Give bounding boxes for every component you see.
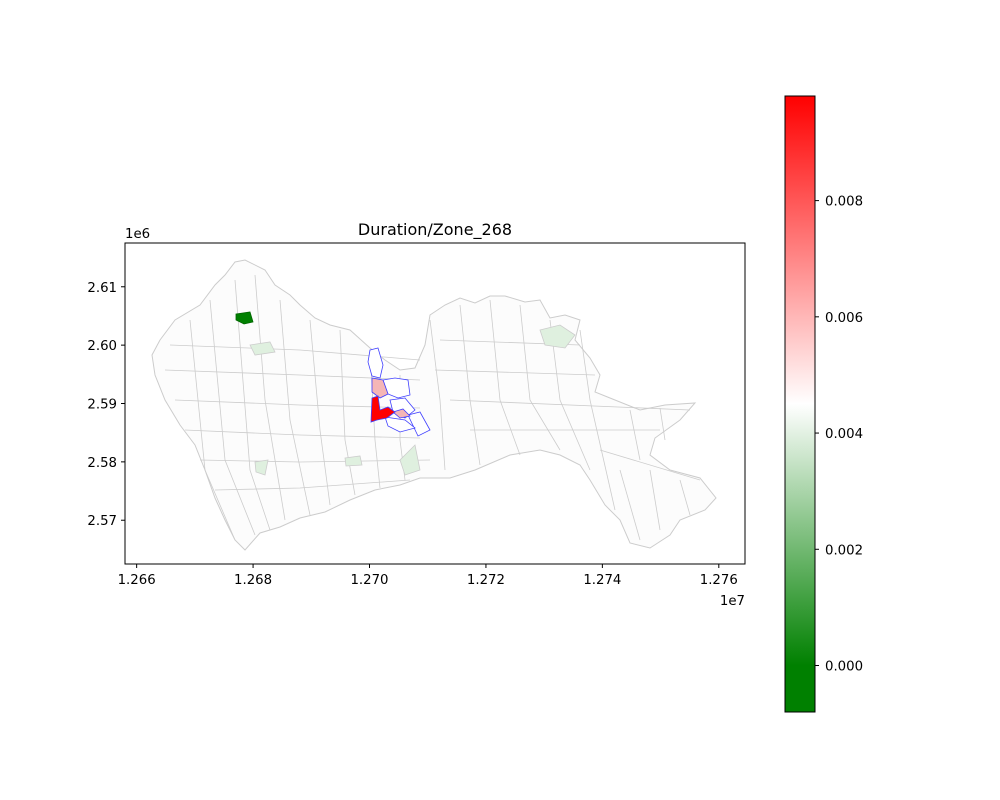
- zone-moderate-positive: [371, 377, 389, 399]
- zone-strongest-positive: [370, 395, 396, 423]
- colorbar: [784, 95, 816, 713]
- x-tick-label: 1.266: [118, 573, 156, 588]
- x-tick-label: 1.270: [350, 573, 388, 588]
- y-offset-label: 1e6: [125, 227, 150, 242]
- y-tick-label: 2.60: [87, 339, 117, 354]
- map-area: [151, 259, 717, 551]
- negative-zones: [249, 324, 576, 476]
- x-tick-label: 1.276: [700, 573, 738, 588]
- colorbar-tick-label: 0.004: [825, 427, 863, 442]
- y-tick-label: 2.61: [87, 281, 117, 296]
- x-axis-ticks: 1.266 1.268 1.270 1.272 1.274 1.276: [118, 564, 738, 588]
- colorbar-tick-label: 0.000: [825, 660, 863, 675]
- colorbar-tick-label: 0.002: [825, 543, 863, 558]
- y-axis-ticks: 2.61 2.60 2.59 2.58 2.57: [87, 281, 125, 529]
- chart-title: Duration/Zone_268: [358, 220, 512, 240]
- zone-boundaries: [164, 274, 701, 541]
- y-tick-label: 2.58: [87, 456, 117, 471]
- x-tick-label: 1.272: [467, 573, 505, 588]
- zone-strongest-negative: [235, 311, 254, 325]
- x-offset-label: 1e7: [720, 594, 745, 609]
- colorbar-tick-label: 0.006: [825, 311, 863, 326]
- zone-moderate-positive-2: [392, 408, 411, 419]
- y-tick-label: 2.57: [87, 514, 117, 529]
- x-tick-label: 1.268: [234, 573, 272, 588]
- colorbar-ticks: 0.008 0.006 0.004 0.002 0.000: [815, 195, 863, 675]
- x-tick-label: 1.274: [583, 573, 621, 588]
- region-outline: [151, 259, 717, 551]
- y-tick-label: 2.59: [87, 398, 117, 413]
- colorbar-tick-label: 0.008: [825, 195, 863, 210]
